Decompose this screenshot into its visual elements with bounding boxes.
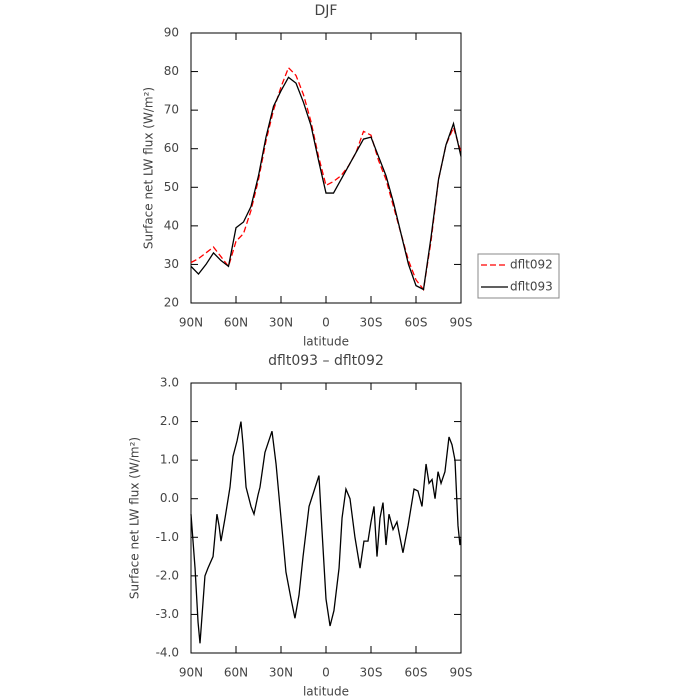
y-tick-label: 20 xyxy=(164,296,179,310)
y-tick-label: 30 xyxy=(164,257,179,271)
data-line xyxy=(190,66,462,292)
y-tick-label: 0.0 xyxy=(160,491,179,505)
y-tick-label: 1.0 xyxy=(160,453,179,467)
y-tick-label: 40 xyxy=(164,218,179,232)
x-tick-label: 0 xyxy=(322,666,330,680)
chart-title: dflt093 – dflt092 xyxy=(268,353,384,369)
y-tick-label: -2.0 xyxy=(156,568,179,582)
plot-frame xyxy=(190,32,462,304)
x-axis-label: latitude xyxy=(303,685,349,699)
y-tick-label: 90 xyxy=(164,26,179,40)
y-tick-label: 3.0 xyxy=(160,376,179,390)
legend-box xyxy=(477,253,560,299)
x-tick-label: 60N xyxy=(224,316,248,330)
x-tick-label: 60N xyxy=(224,666,248,680)
x-tick-label: 90N xyxy=(179,666,203,680)
x-tick-label: 0 xyxy=(322,316,330,330)
y-tick-label: -4.0 xyxy=(156,646,179,660)
y-tick-label: 50 xyxy=(164,180,179,194)
x-tick-label: 30S xyxy=(360,666,383,680)
data-line xyxy=(190,421,462,644)
x-tick-label: 90S xyxy=(450,316,473,330)
y-tick-label: -1.0 xyxy=(156,530,179,544)
y-axis-label: Surface net LW flux (W/m²) xyxy=(142,87,156,249)
x-tick-label: 30N xyxy=(269,666,293,680)
legend-label: dflt092 xyxy=(510,258,553,272)
x-tick-label: 30N xyxy=(269,316,293,330)
x-tick-label: 90N xyxy=(179,316,203,330)
x-tick-label: 60S xyxy=(405,316,428,330)
x-tick-label: 60S xyxy=(405,666,428,680)
y-tick-label: -3.0 xyxy=(156,607,179,621)
data-line xyxy=(190,76,462,291)
plot-frame xyxy=(190,382,462,654)
y-axis-label: Surface net LW flux (W/m²) xyxy=(128,437,142,599)
x-tick-label: 30S xyxy=(360,316,383,330)
y-tick-label: 60 xyxy=(164,141,179,155)
y-tick-label: 2.0 xyxy=(160,414,179,428)
x-axis-label: latitude xyxy=(303,335,349,349)
y-tick-label: 80 xyxy=(164,64,179,78)
chart-title: DJF xyxy=(315,3,338,19)
x-tick-label: 90S xyxy=(450,666,473,680)
legend-label: dflt093 xyxy=(510,280,553,294)
y-tick-label: 70 xyxy=(164,103,179,117)
